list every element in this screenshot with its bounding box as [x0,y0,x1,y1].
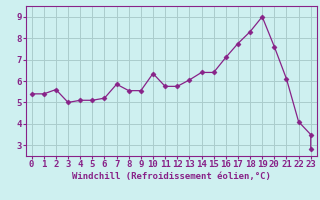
X-axis label: Windchill (Refroidissement éolien,°C): Windchill (Refroidissement éolien,°C) [72,172,271,181]
